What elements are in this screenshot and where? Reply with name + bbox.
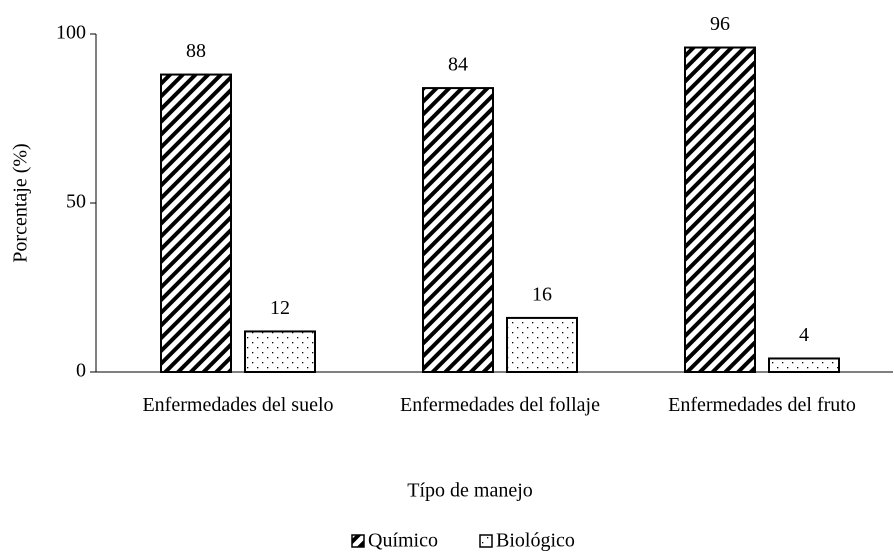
value-label: 96 [710, 13, 730, 35]
y-tick-label: 50 [66, 191, 86, 213]
legend-label: Químico [368, 530, 438, 552]
bar [684, 46, 756, 374]
legend-swatch [479, 534, 493, 548]
value-label: 4 [799, 324, 809, 346]
x-tick-label: Enfermedades del follaje [400, 394, 600, 416]
legend-label: Biológico [496, 530, 575, 552]
bar [160, 73, 232, 373]
value-label: 16 [532, 284, 552, 306]
x-tick-label: Enfermedades del fruto [668, 394, 856, 416]
value-label: 84 [448, 54, 468, 76]
bar [768, 357, 840, 374]
bar [506, 316, 578, 374]
legend-swatch [351, 534, 365, 548]
value-label: 88 [186, 40, 206, 62]
x-tick-label: Enfermedades del suelo [142, 394, 334, 416]
y-axis-label: Porcentaje (%) [10, 143, 32, 262]
y-tick-label: 0 [76, 360, 86, 382]
y-tick-label: 100 [56, 22, 86, 44]
bar [422, 87, 494, 374]
bar [244, 330, 316, 374]
value-label: 12 [270, 297, 290, 319]
x-axis-label: Típo de manejo [407, 480, 533, 502]
